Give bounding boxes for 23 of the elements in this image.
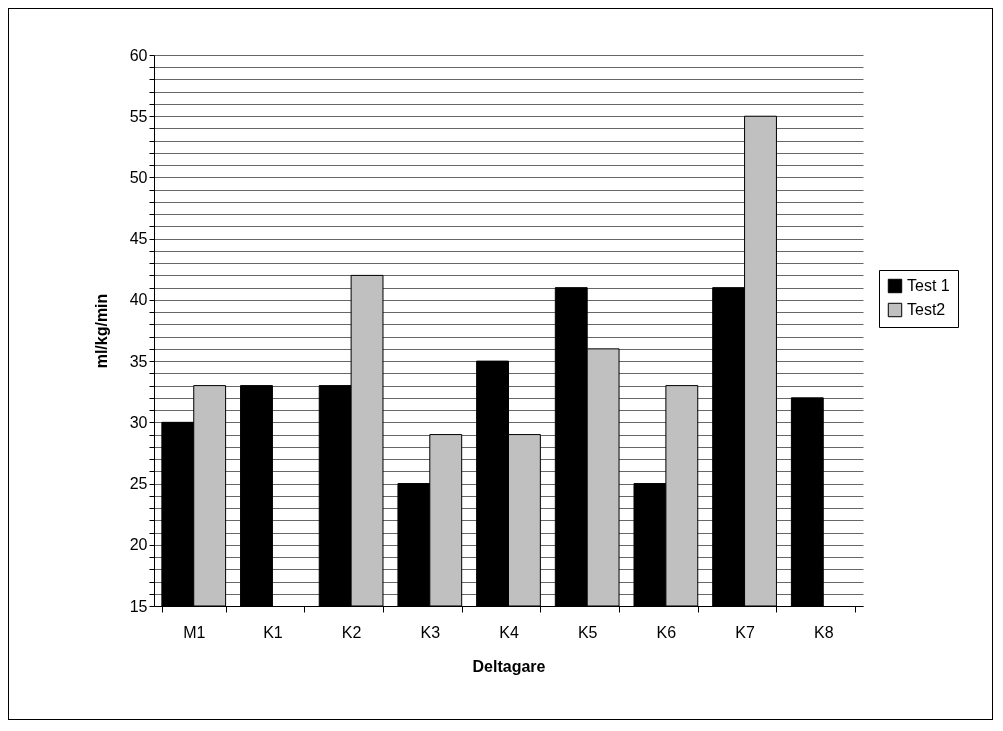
y-tick-label: 30 (129, 413, 148, 431)
y-tick-label: 45 (129, 230, 148, 248)
x-tick-label: K8 (813, 623, 834, 641)
y-tick-label: 55 (129, 107, 148, 125)
x-tick-label: K2 (341, 623, 362, 641)
legend-label: Test2 (907, 301, 946, 318)
x-axis-title: Deltagare (472, 657, 546, 675)
x-tick-label: K7 (735, 623, 755, 641)
x-tick-label: M1 (183, 623, 206, 641)
y-tick-label: 20 (129, 536, 148, 554)
x-tick-label: K5 (577, 623, 598, 641)
y-axis-title: ml/kg/min (92, 293, 110, 369)
legend-label: Test 1 (907, 277, 950, 294)
x-tick-label: K3 (420, 623, 441, 641)
y-tick-label: 40 (129, 291, 148, 309)
y-tick-label: 35 (129, 352, 148, 370)
x-tick-label: K1 (263, 623, 283, 641)
x-tick-label: K6 (656, 623, 677, 641)
y-tick-label: 50 (129, 168, 148, 186)
y-tick-label: 60 (129, 46, 148, 64)
y-tick-label: 15 (129, 597, 148, 615)
y-tick-label: 25 (129, 475, 148, 493)
x-tick-label: K4 (499, 623, 519, 641)
